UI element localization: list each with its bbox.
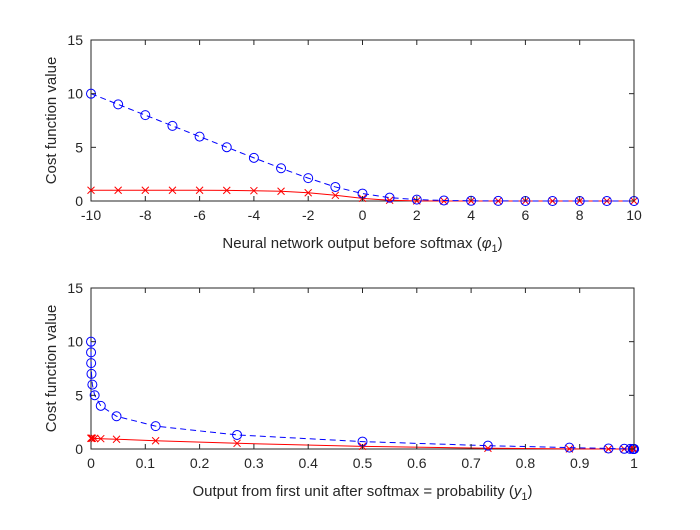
top-series-blue-point: [493, 195, 504, 206]
top-series-red-point: [250, 186, 258, 195]
top-series-blue-point: [221, 142, 232, 153]
bottom-series-red-point: [112, 435, 121, 444]
bottom-series-red-point: [604, 445, 613, 453]
top-y-tick-label: 15: [67, 32, 83, 48]
top-y-tick-label: 0: [75, 193, 83, 209]
bottom-series-red-point: [151, 436, 160, 445]
top-series-blue-point: [601, 196, 612, 206]
top-series-blue-point: [384, 192, 395, 203]
top-series-red-point: [331, 191, 340, 200]
top-series-blue-point: [140, 110, 151, 121]
top-series-blue-point: [411, 194, 422, 205]
bottom-x-tick-label: 0.6: [407, 455, 427, 471]
top-x-tick-label: 8: [576, 207, 584, 223]
top-series-blue-point: [438, 195, 449, 206]
bottom-x-tick-label: 0.7: [461, 455, 481, 471]
top-y-axis-label: Cost function value: [43, 57, 60, 185]
bottom-series-blue-point: [482, 440, 493, 451]
bottom-series-blue-point: [564, 442, 575, 453]
top-y-tick-label: 10: [67, 86, 83, 102]
bottom-series-blue-point: [603, 443, 614, 454]
bottom-series-blue-point: [86, 358, 97, 369]
bottom-x-tick-label: 1: [630, 455, 638, 471]
bottom-series-red-point: [90, 434, 99, 443]
top-series-red-point: [385, 196, 394, 205]
top-axes-box: [90, 39, 635, 202]
bottom-series-blue-point: [86, 368, 97, 379]
bottom-series-blue-point: [95, 400, 106, 411]
bottom-x-tick-label: 0: [87, 455, 95, 471]
bottom-series-blue-point: [89, 390, 100, 401]
bottom-x-axis-label: Output from first unit after softmax = p…: [193, 483, 533, 503]
bottom-y-tick-label: 5: [75, 387, 83, 403]
top-series-blue-point: [547, 196, 558, 206]
top-x-axis-label-subscript: 1: [491, 243, 497, 255]
bottom-series-red-point: [233, 439, 241, 448]
top-y-tick-label: 5: [75, 139, 83, 155]
bottom-x-axis-label-subscript: 1: [521, 491, 527, 503]
bottom-series-blue-point: [232, 429, 243, 440]
top-subplot: -10 -8 -6 -4 -2 0 2 4 6 8 10 0 5 10 15 Neural network …: [43, 32, 642, 255]
top-series-red-point: [114, 186, 123, 195]
top-x-tick-label: -2: [302, 207, 315, 223]
bottom-x-tick-label: 0.5: [353, 455, 373, 471]
bottom-series-red-point: [88, 434, 97, 443]
top-series-blue-point: [248, 152, 259, 163]
top-x-tick-label: 10: [626, 207, 642, 223]
top-tick-layer: -10 -8 -6 -4 -2 0 2 4 6 8 10 0 5 10 15: [67, 32, 642, 223]
top-series-red-point: [141, 186, 150, 195]
bottom-series-red-point: [96, 434, 105, 443]
bottom-series-blue-point: [87, 379, 98, 390]
bottom-series-red-point: [87, 434, 96, 443]
top-x-tick-label: -8: [139, 207, 152, 223]
top-series-blue-point: [303, 173, 314, 184]
bottom-y-axis-label: Cost function value: [43, 305, 60, 433]
top-x-axis-label-symbol: φ: [482, 235, 492, 252]
bottom-x-axis-label-suffix: ): [528, 483, 533, 500]
top-x-tick-label: -4: [248, 207, 261, 223]
top-series-red-point: [195, 186, 204, 195]
top-series-red-point: [548, 197, 557, 205]
bottom-x-tick-label: 0.4: [298, 455, 318, 471]
top-series-red-point: [87, 186, 95, 195]
bottom-x-axis-label-symbol: y: [513, 483, 523, 500]
bottom-x-tick-label: 0.1: [136, 455, 156, 471]
top-series-red-point: [222, 186, 231, 195]
top-x-tick-label: 2: [413, 207, 421, 223]
top-x-tick-label: -6: [193, 207, 206, 223]
bottom-y-tick-label: 15: [67, 280, 83, 296]
top-series-blue-point: [113, 99, 124, 110]
bottom-y-tick-label: 0: [75, 441, 83, 457]
top-series-blue-point: [330, 181, 341, 192]
top-series-blue-point: [167, 120, 178, 131]
top-series-red-point: [440, 197, 448, 205]
top-series-red-point: [304, 188, 313, 197]
bottom-series-blue-point: [111, 411, 122, 422]
bottom-series-blue-point: [625, 443, 636, 454]
top-x-axis-label: Neural network output before softmax (φ1…: [222, 235, 502, 255]
top-x-tick-label: 0: [359, 207, 367, 223]
top-x-tick-label: -10: [81, 207, 101, 223]
top-x-axis-label-suffix: ): [498, 235, 503, 252]
bottom-axes-box: [90, 287, 635, 450]
top-series-blue-line: [90, 93, 634, 202]
bottom-series-blue-point: [86, 347, 97, 358]
top-series-red-point: [168, 186, 177, 195]
bottom-x-tick-label: 0.3: [244, 455, 264, 471]
top-series-red-point: [277, 187, 285, 196]
top-x-tick-label: 4: [467, 207, 475, 223]
top-series-blue-point: [276, 163, 287, 174]
bottom-x-tick-label: 0.8: [516, 455, 536, 471]
bottom-y-tick-label: 10: [67, 334, 83, 350]
bottom-x-tick-label: 0.2: [190, 455, 210, 471]
top-series-blue-point: [194, 131, 205, 142]
bottom-x-tick-label: 0.9: [570, 455, 590, 471]
bottom-series-blue-point: [150, 421, 161, 432]
top-x-tick-label: 6: [522, 207, 530, 223]
